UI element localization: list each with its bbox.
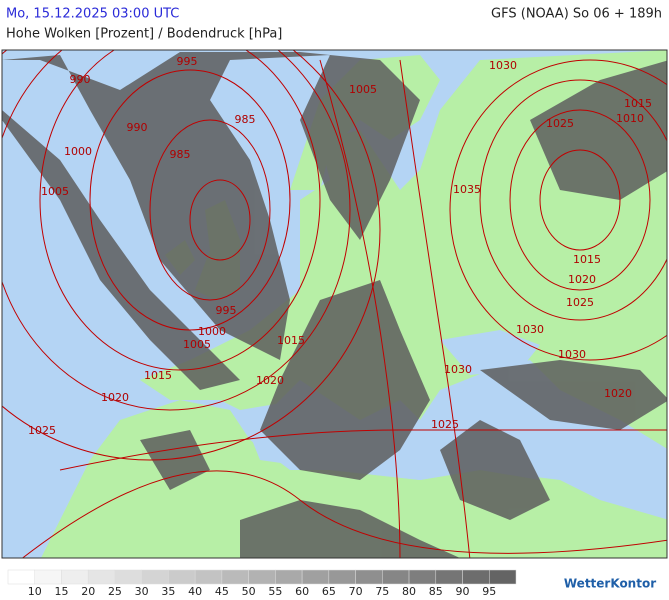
legend-tick-label: 70: [349, 585, 363, 598]
legend-tick-label: 30: [135, 585, 149, 598]
legend-tick-label: 20: [81, 585, 95, 598]
isobar-label: 1035: [453, 183, 481, 196]
isobar-label: 1000: [198, 325, 226, 338]
legend-tick-label: 40: [188, 585, 202, 598]
legend-swatch: [382, 569, 410, 585]
isobar-label: 1025: [28, 424, 56, 437]
isobar-label: 1020: [604, 387, 632, 400]
legend-tick-label: 10: [28, 585, 42, 598]
legend-swatch: [141, 569, 169, 585]
isobar-label: 1030: [444, 363, 472, 376]
isobar-label: 1025: [431, 418, 459, 431]
legend-tick-label: 50: [242, 585, 256, 598]
isobar-label: 1015: [573, 253, 601, 266]
legend-tick-label: 35: [161, 585, 175, 598]
legend-swatch: [355, 569, 383, 585]
legend-tick-label: 75: [375, 585, 389, 598]
legend-tick-label: 90: [456, 585, 470, 598]
isobar-label: 1030: [516, 323, 544, 336]
legend-tick-label: 95: [482, 585, 496, 598]
isobar-label: 1015: [277, 334, 305, 347]
legend-swatch: [408, 569, 437, 585]
isobar-label: 1020: [256, 374, 284, 387]
legend-swatch: [462, 569, 490, 585]
legend-swatch: [221, 569, 249, 585]
map-frame: [1, 49, 668, 559]
isobar-label: 1025: [566, 296, 594, 309]
isobar-label: 1010: [616, 112, 644, 125]
isobar-label: 990: [127, 121, 148, 134]
isobar-label: 1020: [101, 391, 129, 404]
isobar-label: 985: [235, 113, 256, 126]
legend-tick-label: 45: [215, 585, 229, 598]
model-run: GFS (NOAA) So 06 + 189h: [491, 7, 662, 22]
legend-swatch: [194, 569, 223, 585]
legend-swatch: [435, 569, 463, 585]
map-title: Hohe Wolken [Prozent] / Bodendruck [hPa]: [6, 27, 282, 42]
legend-swatch: [301, 569, 330, 585]
legend-tick-label: 15: [54, 585, 68, 598]
legend-swatch: [87, 569, 116, 585]
isobar-label: 1015: [624, 97, 652, 110]
isobar-label: 1005: [349, 83, 377, 96]
legend-swatch: [248, 569, 276, 585]
legend-swatch: [61, 569, 89, 585]
isobar-label: 1005: [41, 185, 69, 198]
legend: 10 15 20 25 30 35 40 45 50 55 60 65 70 75 80 85 90 95: [7, 569, 517, 598]
logo: WetterKontor: [564, 577, 656, 591]
isobar-label: 995: [177, 55, 198, 68]
isobars: [2, 50, 667, 558]
legend-tick-label: 85: [429, 585, 443, 598]
legend-swatch: [328, 569, 356, 585]
isobar-label: 995: [216, 304, 237, 317]
isobar-label: 1030: [489, 59, 517, 72]
legend-swatch: [275, 569, 303, 585]
isobar-label: 1030: [558, 348, 586, 361]
legend-tick-label: 80: [402, 585, 416, 598]
map: [1, 49, 668, 559]
legend-swatch: [168, 569, 196, 585]
isobar-label: 990: [70, 73, 91, 86]
legend-swatch: [7, 569, 35, 585]
isobar-label: 1020: [568, 273, 596, 286]
legend-tick-label: 55: [268, 585, 282, 598]
black-sea: [440, 330, 540, 375]
legend-swatch: [489, 569, 517, 585]
legend-tick-label: 25: [108, 585, 122, 598]
isobar-label: 1000: [64, 145, 92, 158]
isobar-label: 1005: [183, 338, 211, 351]
legend-tick-label: 65: [322, 585, 336, 598]
legend-swatch: [34, 569, 62, 585]
isobar-label: 1025: [546, 117, 574, 130]
datetime: Mo, 15.12.2025 03:00 UTC: [6, 7, 179, 22]
legend-swatch: [114, 569, 142, 585]
isobar-label: 985: [170, 148, 191, 161]
legend-tick-label: 60: [295, 585, 309, 598]
isobar-label: 1015: [144, 369, 172, 382]
